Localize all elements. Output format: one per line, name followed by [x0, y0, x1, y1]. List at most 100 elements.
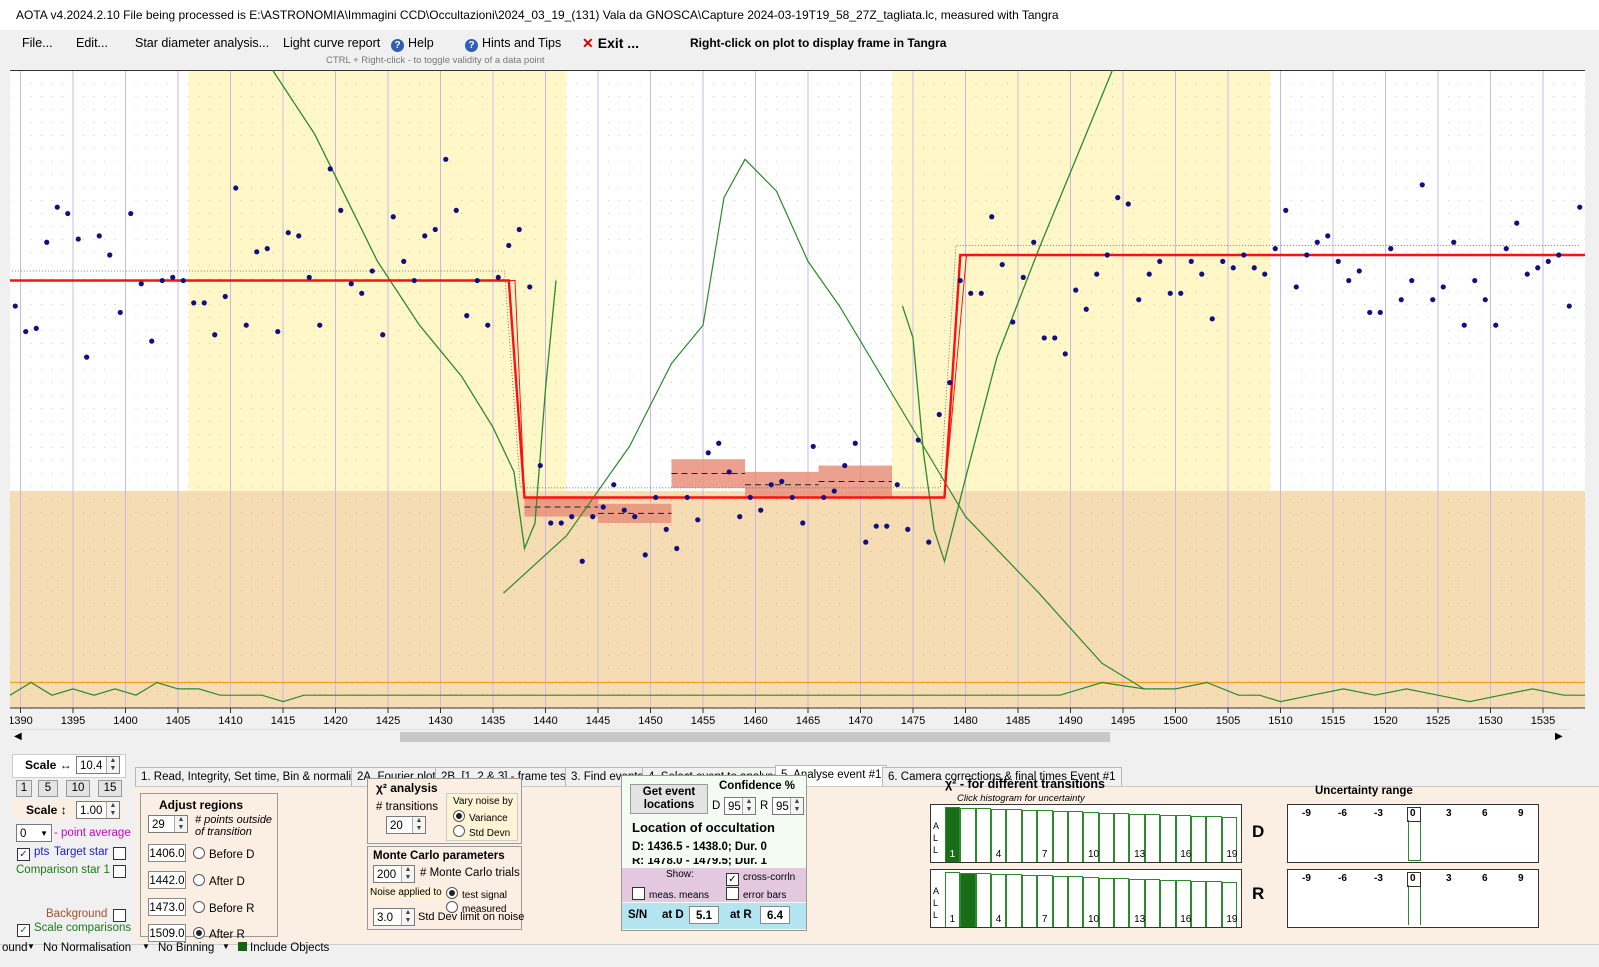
spinner-arrows-icon[interactable]: ▲ ▼	[174, 816, 187, 832]
histogram-bar[interactable]	[1021, 874, 1038, 927]
histogram-bar[interactable]	[1190, 815, 1207, 862]
histogram-bar[interactable]	[1221, 881, 1237, 927]
get-event-locations-button[interactable]: Get event locations	[630, 784, 708, 814]
histogram-bar[interactable]	[1160, 879, 1176, 927]
scroll-right-icon[interactable]: ▶	[1555, 731, 1563, 742]
histogram-bar[interactable]	[1052, 875, 1068, 927]
spinner-arrows-icon[interactable]: ▲ ▼	[106, 757, 119, 773]
histogram-bar[interactable]	[960, 872, 976, 927]
status-item-4[interactable]: ▼ Include Objects	[222, 942, 329, 954]
spinner-arrows-icon[interactable]: ▲ ▼	[790, 798, 803, 814]
histogram-bar[interactable]	[1221, 816, 1237, 862]
histogram-bar[interactable]	[991, 808, 1007, 862]
variance-radio[interactable]: Variance	[453, 810, 508, 824]
tab-camera-corrections[interactable]: 6. Camera corrections & final times Even…	[882, 767, 1122, 786]
histogram-bar[interactable]	[1144, 879, 1161, 927]
histogram-bar[interactable]	[1144, 814, 1161, 862]
histogram-bar[interactable]	[1083, 811, 1099, 862]
scale-button-1[interactable]: 1	[16, 780, 32, 797]
scale-h-input[interactable]: 10.4 ▲ ▼	[76, 756, 120, 774]
before-d-radio[interactable]: Before D	[193, 847, 254, 861]
histogram-bar[interactable]	[1098, 812, 1115, 862]
menu-edit[interactable]: Edit...	[76, 36, 108, 50]
after-r-radio[interactable]: After R	[193, 927, 245, 941]
background-checkbox[interactable]	[113, 909, 126, 922]
histogram-bar[interactable]	[1114, 878, 1130, 927]
histogram-bar[interactable]	[1006, 874, 1022, 927]
histogram-bar[interactable]	[1006, 809, 1022, 862]
histogram-bar[interactable]	[1190, 880, 1207, 927]
measured-radio[interactable]: measured	[446, 901, 506, 915]
trials-input[interactable]: 200 ▲ ▼	[373, 865, 415, 883]
r-confidence-input[interactable]: 95 ▲ ▼	[772, 797, 804, 815]
comparison-star-checkbox[interactable]	[113, 865, 126, 878]
menu-star-diameter[interactable]: Star diameter analysis...	[135, 36, 270, 50]
histogram-bar[interactable]	[945, 872, 961, 927]
status-item-2[interactable]: ▼ No Normalisation	[27, 942, 131, 954]
histogram-bar[interactable]	[1052, 810, 1068, 862]
scale-comparisons-checkbox[interactable]: ✓ Scale comparisons	[17, 922, 131, 937]
histogram-d[interactable]: A L L 1 4 7 10 13 16 19	[930, 804, 1242, 863]
histogram-bar[interactable]	[991, 873, 1007, 927]
histogram-bar[interactable]	[1206, 816, 1222, 862]
scale-button-15[interactable]: 15	[98, 780, 122, 797]
menu-help[interactable]: ? Help	[391, 36, 434, 52]
histogram-bar[interactable]	[975, 873, 992, 927]
histogram-bar[interactable]	[1021, 809, 1038, 862]
test-signal-radio[interactable]: test signal	[446, 887, 507, 901]
error-bars-checkbox[interactable]: error bars	[726, 887, 786, 901]
spinner-arrows-icon[interactable]: ▲ ▼	[401, 866, 414, 882]
spinner-arrows-icon[interactable]: ▲ ▼	[106, 802, 119, 818]
histogram-bar[interactable]	[1175, 815, 1191, 862]
meas-means-checkbox[interactable]: meas. means	[632, 887, 709, 901]
histogram-bar[interactable]	[1129, 813, 1145, 862]
after-d-radio[interactable]: After D	[193, 874, 245, 888]
histogram-r[interactable]: A L L 1 4 7 10 13 16 19	[930, 869, 1242, 928]
histogram-bar[interactable]	[1037, 875, 1053, 927]
target-star-checkbox[interactable]	[113, 847, 126, 860]
transitions-input[interactable]: 20 ▲ ▼	[386, 816, 426, 834]
stddev-limit-input[interactable]: 3.0 ▲ ▼	[373, 908, 415, 926]
histogram-bar[interactable]	[975, 808, 992, 862]
histogram-bar[interactable]	[1067, 811, 1084, 862]
menu-light-curve-report[interactable]: Light curve report	[283, 36, 381, 50]
histogram-bar[interactable]	[1129, 878, 1145, 927]
light-curve-svg[interactable]: 1390 1395 1400 1405 1410 1415 1420 1425 1430 1435…	[5, 69, 1592, 730]
menu-exit[interactable]: ✕ Exit ...	[582, 35, 639, 52]
menu-hints[interactable]: ? Hints and Tips	[465, 36, 561, 52]
histogram-bar[interactable]	[1083, 876, 1099, 927]
stddevn-radio[interactable]: Std Devn	[453, 825, 510, 839]
histogram-bar[interactable]	[1037, 810, 1053, 862]
spinner-arrows-icon[interactable]: ▲ ▼	[742, 798, 755, 814]
scroll-left-icon[interactable]: ◀	[14, 731, 22, 742]
title-bar: AOTA v4.2024.2.10 File being processed i…	[0, 0, 1599, 30]
histogram-bar[interactable]	[1206, 881, 1222, 927]
spinner-arrows-icon[interactable]: ▲ ▼	[412, 817, 425, 833]
scroll-thumb[interactable]	[400, 732, 1110, 742]
menu-file[interactable]: File...	[22, 36, 53, 50]
light-curve-plot[interactable]: 1390 1395 1400 1405 1410 1415 1420 1425 1430 1435…	[5, 69, 1592, 730]
spinner-arrows-icon[interactable]: ▲ ▼	[401, 909, 414, 925]
status-item-3[interactable]: ▼ No Binning	[142, 942, 214, 954]
d-confidence-input[interactable]: 95 ▲ ▼	[724, 797, 756, 815]
point-average-select[interactable]: 0 ▼	[16, 824, 52, 842]
histogram-bar[interactable]	[1114, 813, 1130, 862]
scale-button-10[interactable]: 10	[66, 780, 90, 797]
scale-button-5[interactable]: 5	[38, 780, 58, 797]
histogram-bar[interactable]	[960, 807, 976, 862]
histogram-bar[interactable]	[1098, 877, 1115, 927]
cross-corr-checkbox[interactable]: ✓ cross-corrln	[726, 872, 795, 886]
histogram-bar[interactable]	[1175, 880, 1191, 927]
scale-v-input[interactable]: 1.00 ▲ ▼	[76, 801, 120, 819]
before-r-radio[interactable]: Before R	[193, 901, 254, 915]
points-outside-input[interactable]: 29 ▲ ▼	[148, 815, 188, 833]
point-average-value: 0	[20, 828, 27, 840]
pts-checkbox[interactable]: ✓ pts	[17, 846, 49, 861]
histogram-bar[interactable]	[1160, 814, 1176, 862]
data-point	[527, 284, 533, 290]
histogram-bar[interactable]	[945, 807, 961, 862]
plot-scrollbar[interactable]: ◀ ▶	[10, 729, 1570, 744]
status-item-1[interactable]: ound	[2, 942, 28, 954]
tab-read-integrity[interactable]: 1. Read, Integrity, Set time, Bin & norm…	[135, 767, 370, 786]
histogram-bar[interactable]	[1067, 876, 1084, 927]
